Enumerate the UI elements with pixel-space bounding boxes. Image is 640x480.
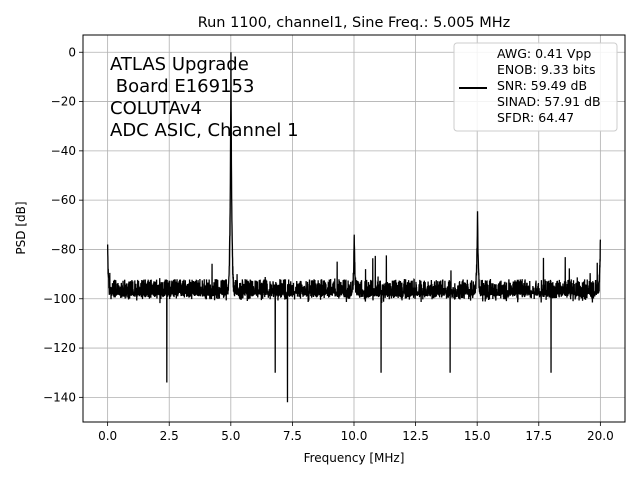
annotation-line: ATLAS Upgrade: [110, 54, 249, 75]
y-tick-label: 0: [68, 45, 76, 59]
y-tick-label: −100: [43, 292, 76, 306]
x-tick-label: 0.0: [98, 429, 117, 443]
y-tick-label: −20: [51, 95, 76, 109]
legend-entry: ENOB: 9.33 bits: [497, 62, 595, 77]
y-axis-label: PSD [dB]: [14, 201, 28, 254]
y-tick-label: −120: [43, 341, 76, 355]
annotation-line: COLUTAv4: [110, 98, 202, 119]
legend-entry: SINAD: 57.91 dB: [497, 94, 601, 109]
x-tick-label: 5.0: [221, 429, 240, 443]
legend-entry: SFDR: 64.47: [497, 110, 574, 125]
y-tick-label: −40: [51, 144, 76, 158]
chart-title: Run 1100, channel1, Sine Freq.: 5.005 MH…: [198, 15, 511, 31]
legend-entry: AWG: 0.41 Vpp: [497, 46, 591, 61]
x-tick-label: 20.0: [587, 429, 614, 443]
x-tick-label: 12.5: [402, 429, 429, 443]
legend: AWG: 0.41 Vpp ENOB: 9.33 bits SNR: 59.49…: [453, 42, 618, 132]
x-tick-label: 2.5: [160, 429, 179, 443]
x-axis-ticks: 0.0 2.5 5.0 7.5 10.0 12.5 15.0 17.5 20.0: [98, 422, 614, 443]
legend-box: [453, 42, 618, 132]
y-axis-ticks: 0 −20 −40 −60 −80 −100 −120 −140: [43, 45, 83, 404]
y-tick-label: −80: [51, 242, 76, 256]
legend-entry: SNR: 59.49 dB: [497, 78, 587, 93]
x-tick-label: 7.5: [283, 429, 302, 443]
annotation-line: ADC ASIC, Channel 1: [110, 120, 299, 141]
annotation-line: Board E169153: [110, 76, 254, 97]
plot-area: [106, 52, 602, 403]
x-tick-label: 15.0: [464, 429, 491, 443]
annotation-block: ATLAS Upgrade Board E169153 COLUTAv4 ADC…: [110, 54, 299, 141]
y-tick-label: −60: [51, 193, 76, 207]
x-tick-label: 17.5: [525, 429, 552, 443]
y-tick-label: −140: [43, 390, 76, 404]
psd-series-line: [106, 52, 602, 403]
x-axis-label: Frequency [MHz]: [304, 451, 405, 465]
x-tick-label: 10.0: [341, 429, 368, 443]
